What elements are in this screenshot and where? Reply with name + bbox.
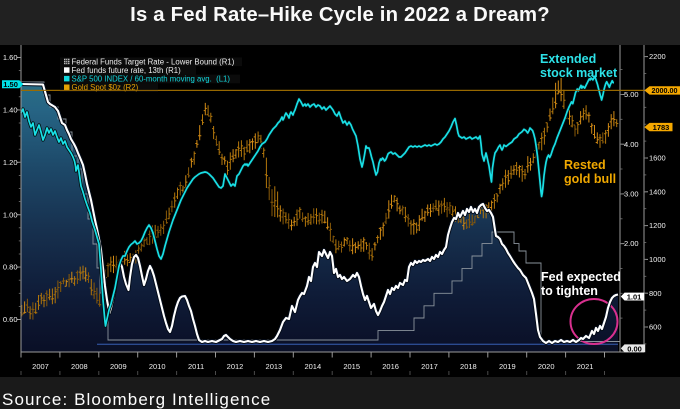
svg-text:Fed expected: Fed expected xyxy=(541,270,621,284)
svg-text:2015: 2015 xyxy=(343,362,360,371)
svg-text:2008: 2008 xyxy=(71,362,88,371)
svg-text:Is a Fed Rate–Hike Cycle in 20: Is a Fed Rate–Hike Cycle in 2022 a Dream… xyxy=(130,4,550,26)
svg-text:2011: 2011 xyxy=(188,362,204,371)
svg-text:600: 600 xyxy=(649,323,662,332)
svg-text:800: 800 xyxy=(649,289,662,298)
svg-text:0.60: 0.60 xyxy=(3,315,18,324)
svg-text:2012: 2012 xyxy=(227,362,244,371)
svg-text:2200: 2200 xyxy=(649,52,666,61)
svg-text:Gold Spot $0z (R2): Gold Spot $0z (R2) xyxy=(72,83,139,92)
svg-text:2016: 2016 xyxy=(382,362,399,371)
svg-text:2007: 2007 xyxy=(32,362,49,371)
svg-text:1.01: 1.01 xyxy=(627,293,642,302)
svg-text:5.00: 5.00 xyxy=(624,90,639,99)
svg-text:4.00: 4.00 xyxy=(624,140,639,149)
svg-text:1.00: 1.00 xyxy=(3,210,18,219)
svg-text:2018: 2018 xyxy=(460,362,477,371)
svg-text:2009: 2009 xyxy=(110,362,127,371)
svg-text:0.80: 0.80 xyxy=(3,263,18,272)
svg-text:Fed funds future rate, 13th (R: Fed funds future rate, 13th (R1) xyxy=(72,66,182,75)
svg-text:to tighten: to tighten xyxy=(541,284,598,298)
svg-text:Source: Bloomberg Intelligence: Source: Bloomberg Intelligence xyxy=(2,390,271,409)
svg-text:S&P 500 INDEX / 60-month movin: S&P 500 INDEX / 60-month moving avg. (L1… xyxy=(72,75,231,84)
svg-text:gold bull: gold bull xyxy=(564,172,616,186)
svg-text:1000: 1000 xyxy=(649,255,666,264)
svg-text:1.40: 1.40 xyxy=(3,106,18,115)
svg-text:2013: 2013 xyxy=(266,362,283,371)
svg-text:3.00: 3.00 xyxy=(624,190,639,199)
svg-text:2020: 2020 xyxy=(538,362,555,371)
svg-text:1783: 1783 xyxy=(653,123,670,132)
svg-text:stock market: stock market xyxy=(540,66,618,80)
svg-text:2010: 2010 xyxy=(149,362,166,371)
svg-text:0.00: 0.00 xyxy=(627,344,642,353)
svg-text:2017: 2017 xyxy=(421,362,438,371)
svg-text:1.60: 1.60 xyxy=(3,53,18,62)
svg-text:2021: 2021 xyxy=(577,362,594,371)
svg-text:1200: 1200 xyxy=(649,221,666,230)
svg-text:Federal Funds Target Rate - Lo: Federal Funds Target Rate - Lower Bound … xyxy=(72,57,235,66)
svg-text:Rested: Rested xyxy=(564,158,606,172)
svg-text:2019: 2019 xyxy=(499,362,516,371)
svg-text:1600: 1600 xyxy=(649,154,666,163)
svg-text:2.00: 2.00 xyxy=(624,239,639,248)
svg-text:2014: 2014 xyxy=(304,362,321,371)
svg-text:1400: 1400 xyxy=(649,187,666,196)
svg-text:1.20: 1.20 xyxy=(3,158,18,167)
svg-text:1.50: 1.50 xyxy=(3,80,18,89)
svg-text:Extended: Extended xyxy=(540,52,596,66)
svg-text:2000.00: 2000.00 xyxy=(652,86,678,95)
